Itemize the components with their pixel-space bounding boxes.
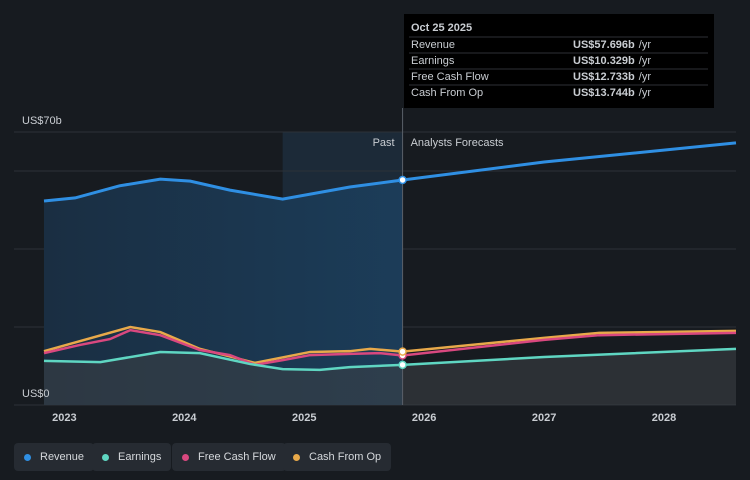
tooltip-label: Cash From Op (411, 87, 483, 99)
chart: US$0 US$70b 2023 2024 2025 2026 2027 2028 Past An… (14, 14, 737, 424)
tooltip: Oct 25 2025 Revenue US$57.696b/yr Earnings U… (404, 14, 714, 108)
tooltip-value: US$13.744b (573, 87, 635, 99)
legend-swatch (102, 453, 109, 461)
x-tick-label: 2027 (532, 412, 556, 424)
x-tick-label: 2024 (172, 412, 197, 424)
x-tick-label: 2026 (412, 412, 436, 424)
legend-label: Cash From Op (309, 451, 382, 463)
y-tick-label: US$0 (22, 388, 50, 400)
tooltip-value: US$12.733b (573, 71, 635, 83)
legend-item[interactable]: Revenue (14, 443, 95, 471)
x-tick-label: 2023 (52, 412, 76, 424)
tooltip-label: Free Cash Flow (411, 71, 489, 83)
tooltip-label: Revenue (411, 39, 455, 51)
legend-swatch (24, 453, 31, 461)
legend-item[interactable]: Earnings (92, 443, 172, 471)
point-marker (398, 175, 407, 185)
x-tick-label: 2028 (652, 412, 676, 424)
tooltip-unit: /yr (639, 87, 652, 99)
series-line (43, 325, 737, 365)
legend-label: Free Cash Flow (198, 451, 276, 463)
series-line (43, 328, 737, 367)
tooltip-value: US$10.329b (573, 55, 635, 67)
tooltip-box (404, 14, 714, 108)
legend-item[interactable]: Cash From Op (283, 443, 392, 471)
legend-swatch (182, 453, 189, 461)
tooltip-unit: /yr (639, 55, 652, 67)
series-line (43, 141, 737, 203)
legend-label: Earnings (118, 451, 162, 463)
forecast-label: Analysts Forecasts (411, 137, 504, 149)
legend-swatch (293, 453, 300, 461)
legend-label: Revenue (40, 451, 85, 463)
tooltip-label: Earnings (411, 55, 455, 67)
past-label: Past (373, 137, 395, 149)
tooltip-value: US$57.696b (573, 39, 635, 51)
point-marker (398, 360, 407, 370)
tooltip-date: Oct 25 2025 (411, 22, 472, 34)
y-tick-label: US$70b (22, 115, 62, 127)
point-marker (398, 347, 407, 356)
legend-item[interactable]: Free Cash Flow (172, 443, 286, 471)
earnings-area (43, 348, 736, 405)
x-tick-label: 2025 (292, 412, 316, 424)
tooltip-unit: /yr (639, 71, 652, 83)
revenue-area (43, 179, 403, 405)
series-line (43, 347, 737, 372)
tooltip-unit: /yr (639, 39, 652, 51)
